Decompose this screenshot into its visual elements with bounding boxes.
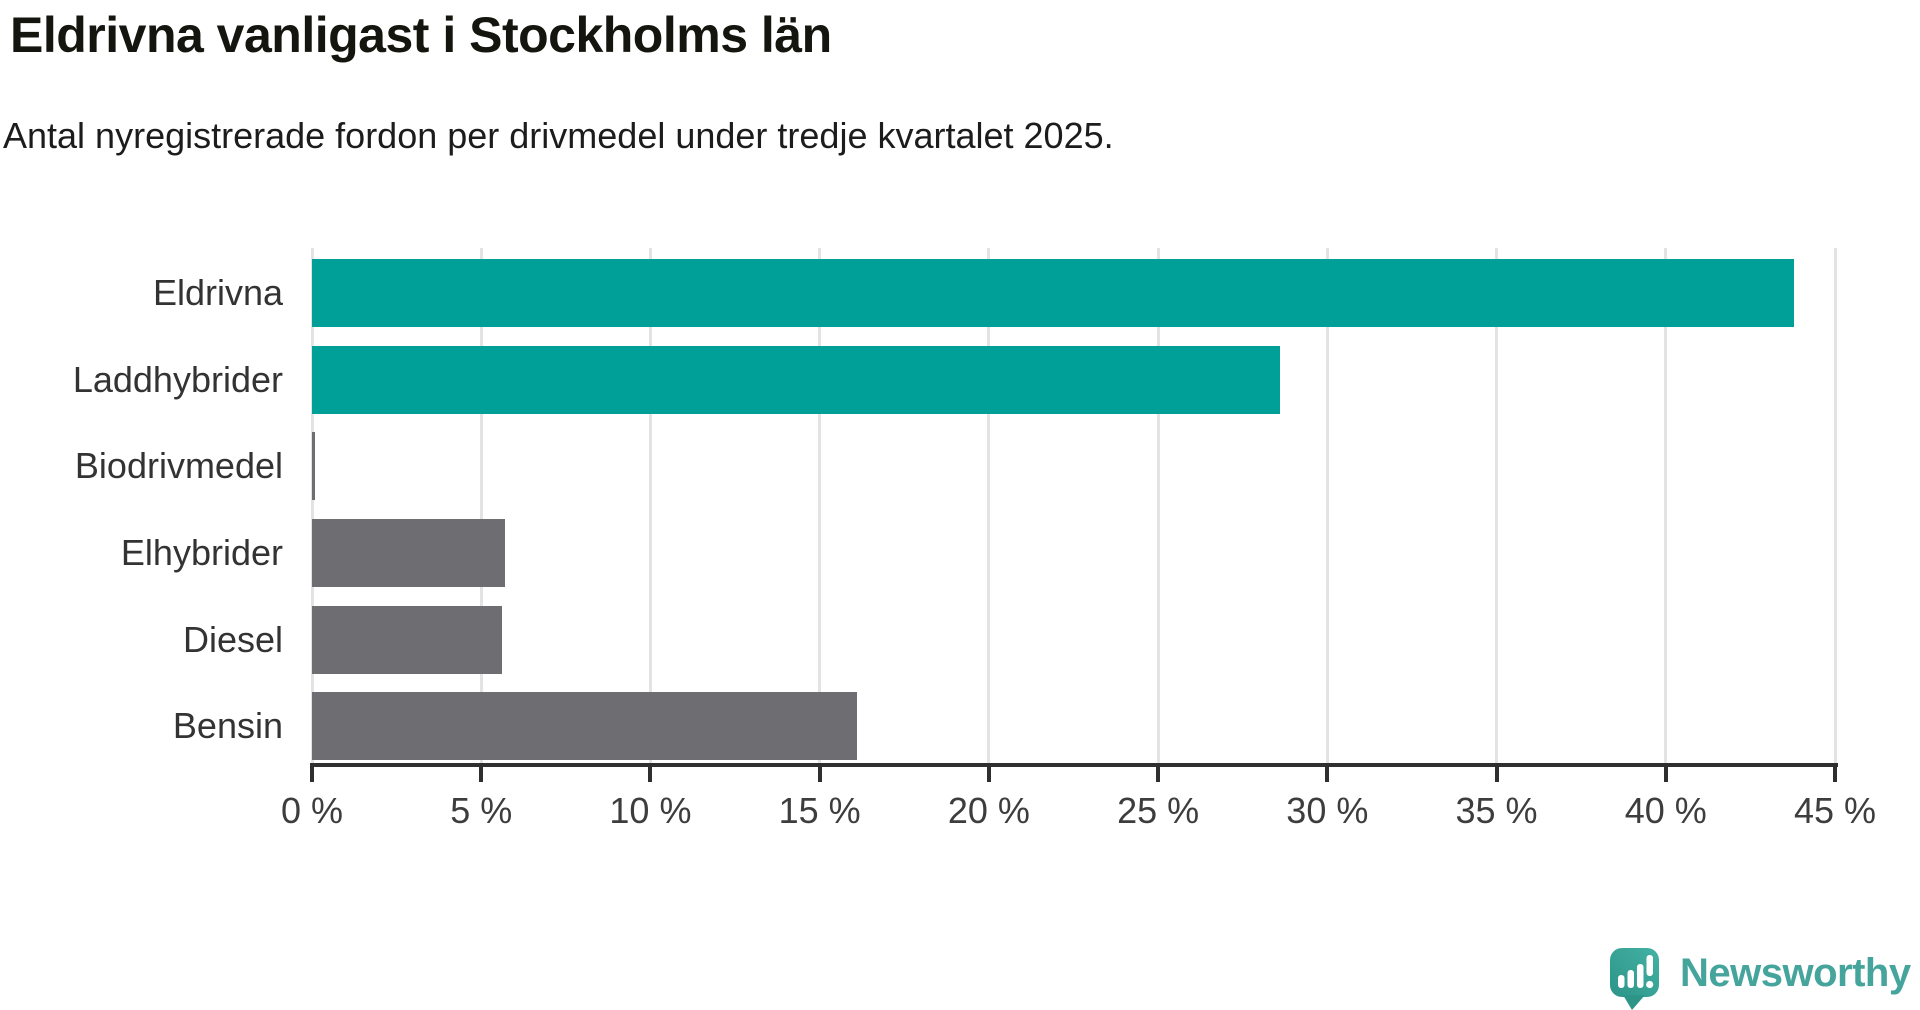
logo-bar-chart-icon	[1627, 970, 1634, 988]
logo-bar-chart-icon	[1618, 975, 1625, 988]
logo-bar-chart-icon	[1637, 964, 1644, 988]
axis-tick	[1494, 767, 1499, 782]
logo-exclamation-icon	[1646, 955, 1653, 976]
newsworthy-branding[interactable]: Newsworthy	[1610, 948, 1911, 1010]
bar-laddhybrider	[312, 345, 1280, 414]
category-label: Diesel	[182, 618, 283, 660]
axis-tick	[986, 767, 991, 782]
gridline	[310, 248, 314, 763]
newsworthy-logo-text: Newsworthy	[1680, 951, 1911, 995]
gridline	[1833, 248, 1837, 763]
bar-elhybrider	[312, 518, 505, 587]
category-label: Laddhybrider	[72, 358, 283, 400]
bar-eldrivna	[312, 259, 1795, 327]
gridline	[1664, 248, 1668, 763]
x-tick-label: 5 %	[450, 790, 513, 831]
gridline	[818, 248, 822, 763]
plot-area: Eldrivna Laddhybrider Biodrivmedel Elhybrid…	[73, 248, 1876, 831]
axis-tick	[817, 767, 822, 782]
x-tick-label: 20 %	[947, 790, 1030, 831]
bar-bensin	[312, 692, 857, 761]
x-tick-label: 35 %	[1455, 790, 1538, 831]
gridline	[648, 248, 652, 763]
x-tick-label: 30 %	[1286, 790, 1369, 831]
category-label: Bensin	[172, 705, 283, 747]
axis-tick	[1156, 767, 1161, 782]
category-label: Elhybrider	[120, 531, 283, 573]
bar-diesel	[312, 605, 502, 674]
axis-tick	[1325, 767, 1330, 782]
x-tick-label: 15 %	[778, 790, 861, 831]
category-label: Eldrivna	[152, 272, 283, 313]
logo-bubble-tail	[1623, 995, 1645, 1010]
newsworthy-logo-icon	[1610, 948, 1659, 1010]
bar-biodrivmedel	[312, 432, 316, 501]
x-axis-line	[310, 763, 1838, 767]
axis-tick	[1833, 767, 1837, 782]
x-tick-label: 40 %	[1624, 790, 1707, 831]
axis-tick	[310, 767, 314, 782]
gridline	[1495, 248, 1499, 763]
chart-subtitle: Antal nyregistrerade fordon per drivmede…	[3, 115, 1114, 156]
chart-title: Eldrivna vanligast i Stockholms län	[10, 7, 832, 63]
axis-tick	[479, 767, 484, 782]
logo-exclamation-icon	[1646, 980, 1654, 989]
x-tick-label: 0 %	[280, 790, 344, 831]
gridline	[479, 248, 483, 763]
gridline	[987, 248, 991, 763]
x-tick-label: 10 %	[609, 790, 692, 831]
x-tick-label: 45 %	[1793, 790, 1877, 831]
axis-tick	[1663, 767, 1668, 782]
axis-tick	[648, 767, 653, 782]
category-label: Biodrivmedel	[74, 445, 283, 487]
x-tick-label: 25 %	[1117, 790, 1200, 831]
gridline	[1325, 248, 1329, 763]
gridline	[1156, 248, 1160, 763]
